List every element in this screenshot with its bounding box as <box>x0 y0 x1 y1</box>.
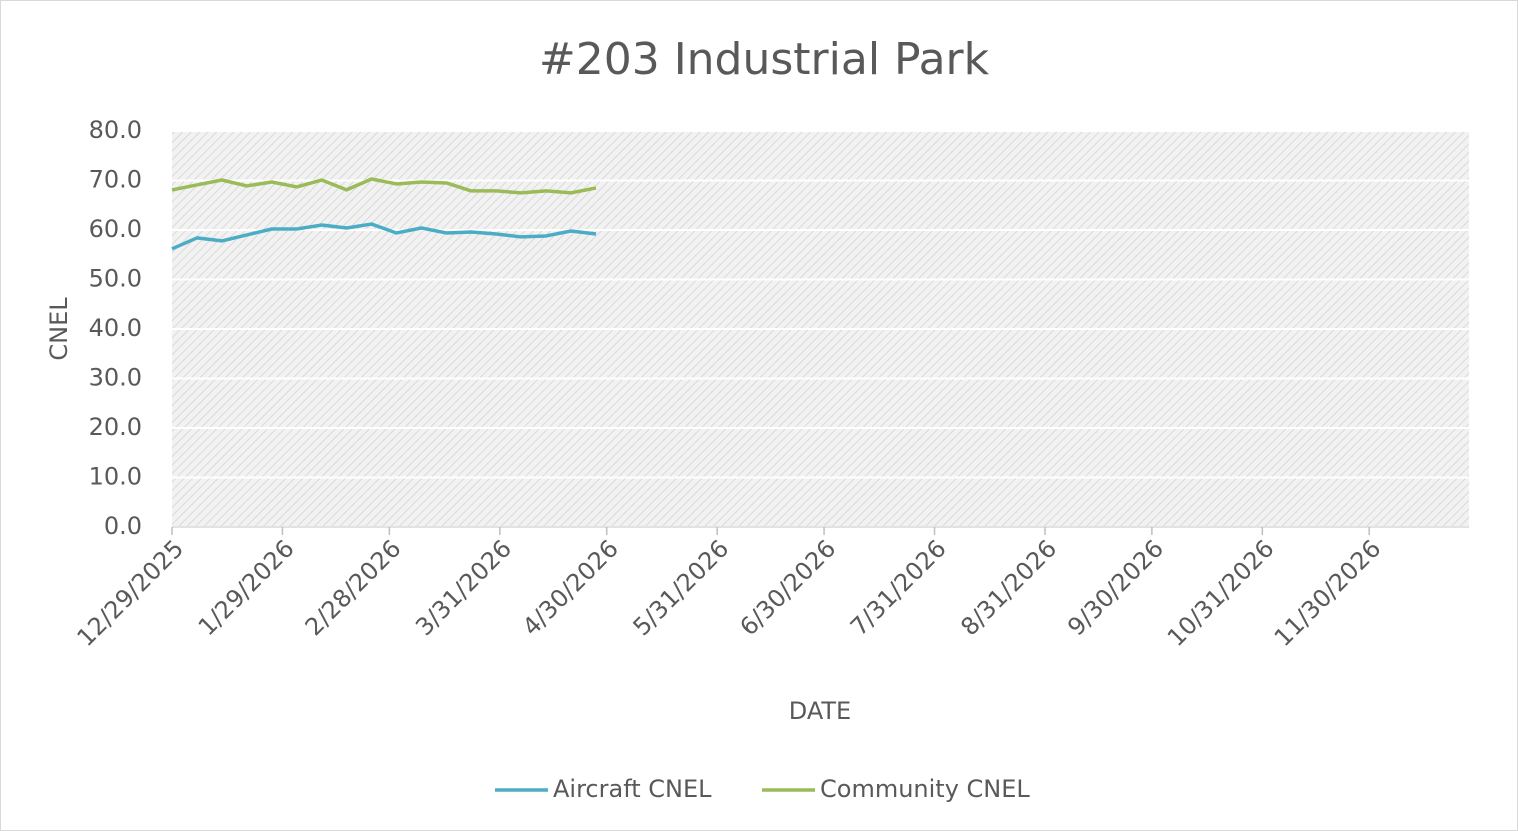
data-line <box>171 222 597 251</box>
y-tick-label: 80.0 <box>89 116 142 144</box>
y-tick-label: 10.0 <box>89 463 142 491</box>
y-tick-label: 0.0 <box>104 512 142 540</box>
y-tick-label: 70.0 <box>89 166 142 194</box>
y-tick-label: 40.0 <box>89 314 142 342</box>
y-tick-label: 50.0 <box>89 265 142 293</box>
x-axis-title: DATE <box>789 697 851 725</box>
legend-label: Aircraft CNEL <box>553 775 712 803</box>
y-axis-title: CNEL <box>45 297 73 361</box>
chart-title: #203 Industrial Park <box>539 34 990 85</box>
y-tick-label: 30.0 <box>89 364 142 392</box>
data-line <box>171 177 597 195</box>
y-tick-label: 20.0 <box>89 413 142 441</box>
legend-label: Community CNEL <box>820 775 1030 803</box>
y-tick-label: 60.0 <box>89 215 142 243</box>
